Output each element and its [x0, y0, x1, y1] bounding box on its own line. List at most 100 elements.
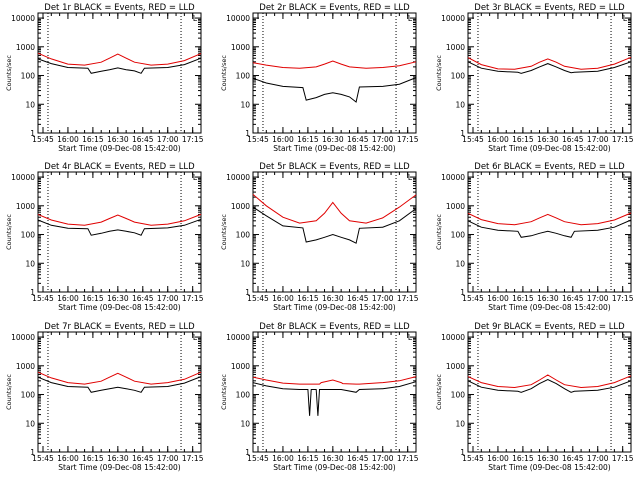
y-tick-label: 1000	[446, 362, 465, 371]
chart-panel-8: Det 8r BLACK = Events, RED = LLDL1101001…	[220, 322, 419, 472]
plot-frame	[467, 171, 632, 293]
series-line-events	[37, 218, 202, 236]
series-line-events	[37, 376, 202, 393]
x-tick-label: 17:15	[182, 135, 204, 144]
x-tick-label: 17:15	[182, 294, 204, 303]
series-line-lld	[467, 374, 632, 389]
series-line-lld	[37, 52, 202, 66]
x-tick-label: 16:30	[322, 294, 344, 303]
x-tick-label: 16:15	[297, 294, 319, 303]
y-tick-label: 1000	[231, 202, 250, 211]
series-line-lld	[252, 376, 417, 385]
x-tick-label: 16:00	[57, 135, 79, 144]
y-axis-label: Counts/sec	[5, 55, 13, 91]
x-axis-label: Start Time (09-Dec-08 15:42:00)	[273, 463, 395, 472]
y-tick-label: 10	[240, 419, 250, 428]
plot-frame	[467, 331, 632, 453]
series-line-events	[252, 77, 417, 103]
y-tick-label: 1000	[16, 43, 35, 52]
y-tick-label: 10	[455, 259, 465, 268]
y-axis-label: Counts/sec	[435, 214, 443, 250]
x-tick-label: 16:30	[107, 135, 129, 144]
series-line-events	[37, 57, 202, 74]
y-tick-label: 10000	[441, 333, 465, 342]
x-tick-label: 16:00	[487, 135, 509, 144]
x-tick-label: 16:30	[537, 454, 559, 463]
plot-frame	[252, 331, 417, 453]
x-tick-label: 16:30	[107, 294, 129, 303]
x-tick-label: 17:00	[372, 135, 394, 144]
x-tick-label: 16:15	[297, 454, 319, 463]
x-tick-label: 16:00	[487, 454, 509, 463]
x-tick-label: 17:00	[157, 454, 179, 463]
chart-panel-2: Det 2r BLACK = Events, RED = LLDL1101001…	[220, 3, 419, 153]
plot-frame	[37, 12, 202, 134]
x-tick-label: 16:00	[272, 135, 294, 144]
x-axis-label: Start Time (09-Dec-08 15:42:00)	[273, 303, 395, 312]
y-tick-label: 1	[460, 448, 465, 457]
y-tick-label: 10000	[11, 173, 35, 182]
y-tick-label: 1	[30, 129, 35, 138]
y-axis-label: Counts/sec	[220, 55, 228, 91]
series-line-lld	[467, 56, 632, 70]
series-line-lld	[37, 371, 202, 385]
y-tick-label: 10000	[11, 333, 35, 342]
series-line-lld	[37, 213, 202, 226]
x-tick-label: 16:00	[57, 454, 79, 463]
y-tick-label: 1	[245, 288, 250, 297]
x-tick-label: 16:15	[512, 135, 534, 144]
y-tick-label: 10000	[226, 173, 250, 182]
x-tick-label: 17:00	[587, 454, 609, 463]
y-axis-label: Counts/sec	[5, 374, 13, 410]
series-line-lld	[252, 194, 417, 224]
x-axis-label: Start Time (09-Dec-08 15:42:00)	[488, 303, 610, 312]
x-tick-label: 17:15	[397, 454, 419, 463]
chart-title: Det 8r BLACK = Events, RED = LLD	[259, 322, 410, 332]
x-tick-label: 16:15	[512, 294, 534, 303]
x-tick-label: 16:15	[82, 294, 104, 303]
series-line-events	[252, 381, 417, 416]
x-tick-label: 17:00	[587, 294, 609, 303]
x-tick-label: 16:45	[347, 135, 369, 144]
chart-panel-4: Det 4r BLACK = Events, RED = LLDL1101001…	[5, 162, 204, 312]
y-tick-label: 1	[245, 129, 250, 138]
x-tick-label: 17:00	[372, 294, 394, 303]
y-tick-label: 100	[236, 72, 251, 81]
x-tick-label: 16:45	[562, 454, 584, 463]
x-tick-label: 15:45	[462, 294, 484, 303]
y-tick-label: 1000	[16, 202, 35, 211]
x-tick-label: 16:00	[272, 294, 294, 303]
x-tick-label: 17:15	[397, 294, 419, 303]
y-axis-label: Counts/sec	[220, 374, 228, 410]
y-tick-label: 100	[21, 391, 36, 400]
x-tick-label: 17:15	[397, 135, 419, 144]
series-line-events	[467, 219, 632, 238]
y-tick-label: 10	[455, 419, 465, 428]
chart-title: Det 9r BLACK = Events, RED = LLD	[474, 322, 625, 332]
x-tick-label: 15:45	[247, 135, 269, 144]
plot-frame	[252, 171, 417, 293]
x-tick-label: 16:45	[347, 294, 369, 303]
chart-panel-9: Det 9r BLACK = Events, RED = LLDL1101001…	[435, 322, 634, 472]
y-tick-label: 100	[451, 231, 466, 240]
y-tick-label: 1	[30, 288, 35, 297]
x-tick-label: 16:00	[57, 294, 79, 303]
x-tick-label: 17:00	[157, 294, 179, 303]
series-line-events	[467, 61, 632, 74]
x-tick-label: 16:45	[562, 294, 584, 303]
chart-panel-5: Det 5r BLACK = Events, RED = LLDL1101001…	[220, 162, 419, 312]
y-tick-label: 1	[460, 129, 465, 138]
x-tick-label: 16:45	[562, 135, 584, 144]
y-tick-label: 10	[25, 100, 35, 109]
y-tick-label: 100	[236, 391, 251, 400]
y-tick-label: 100	[451, 72, 466, 81]
x-tick-label: 16:00	[487, 294, 509, 303]
y-tick-label: 100	[21, 231, 36, 240]
y-axis-label: Counts/sec	[5, 214, 13, 250]
y-tick-label: 10	[25, 419, 35, 428]
chart-panel-6: Det 6r BLACK = Events, RED = LLDL1101001…	[435, 162, 634, 312]
x-tick-label: 15:45	[247, 294, 269, 303]
chart-title: Det 5r BLACK = Events, RED = LLD	[259, 162, 410, 172]
x-tick-label: 15:45	[32, 294, 54, 303]
x-tick-label: 17:00	[372, 454, 394, 463]
